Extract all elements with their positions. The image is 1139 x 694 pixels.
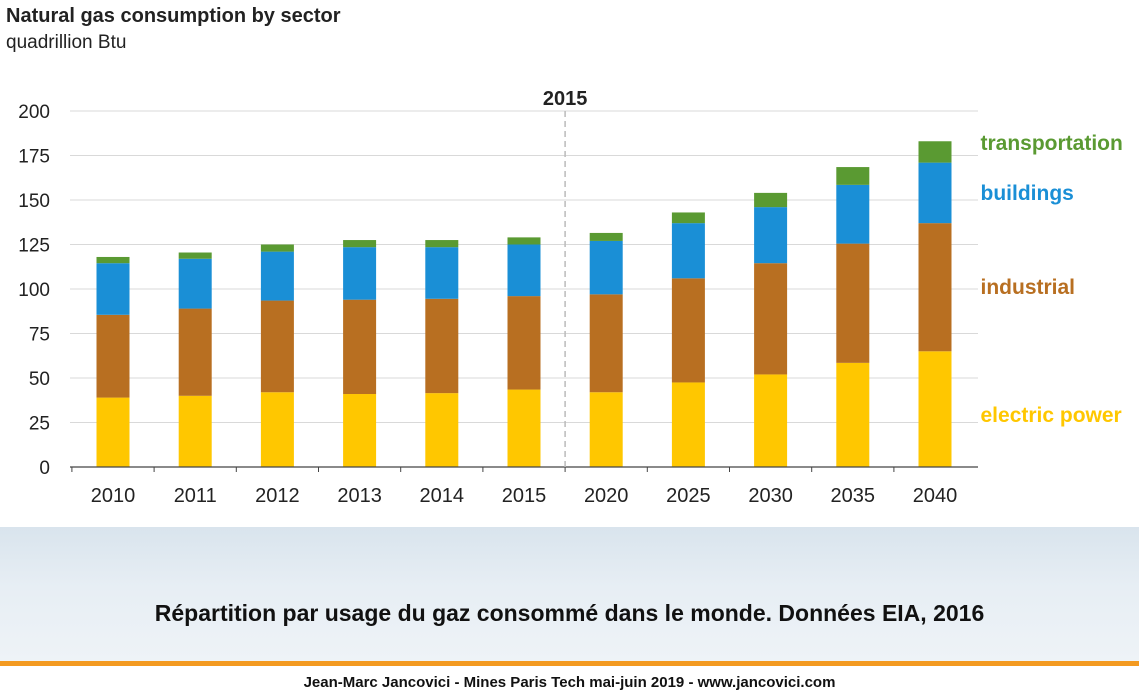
bar-segment-electric-power	[918, 351, 952, 467]
bar-segment-electric-power	[836, 362, 870, 467]
bar-segment-industrial	[260, 300, 294, 393]
bar-segment-transportation	[343, 240, 377, 248]
bar-segment-industrial	[96, 314, 130, 398]
bar-segment-electric-power	[178, 395, 212, 467]
labels: 0 25 50 75 100 125 150 175 200 2010 2011 2012 2013 20…	[18, 88, 1123, 507]
caption-band: Répartition par usage du gaz consommé da…	[0, 527, 1139, 661]
bar-segment-buildings	[507, 244, 541, 297]
chart-title: Natural gas consumption by sector	[6, 5, 341, 27]
bar-segment-industrial	[918, 223, 952, 352]
x-tick-label: 2015	[502, 485, 547, 507]
bar-segment-electric-power	[96, 397, 130, 467]
bar-segment-electric-power	[343, 394, 377, 467]
bar-segment-industrial	[671, 278, 705, 383]
bar-segment-transportation	[260, 244, 294, 252]
y-tick-label: 125	[18, 236, 50, 257]
bar-segment-buildings	[260, 251, 294, 301]
bar-segment-transportation	[507, 237, 541, 245]
x-tick-label: 2035	[831, 485, 876, 507]
bar-segment-electric-power	[589, 392, 623, 467]
divider-label: 2015	[543, 88, 588, 110]
y-tick-label: 75	[29, 325, 50, 346]
caption-text: Répartition par usage du gaz consommé da…	[154, 600, 985, 626]
chart-panel: Natural gas consumption by sector quadri…	[6, 5, 1123, 507]
bar-segment-industrial	[178, 308, 212, 396]
bar-segment-industrial	[343, 299, 377, 395]
bar-segment-buildings	[671, 223, 705, 279]
bar-segment-electric-power	[507, 389, 541, 467]
bar-segment-electric-power	[260, 392, 294, 467]
x-tick-label: 2010	[91, 485, 136, 507]
footer-credit: Jean-Marc Jancovici - Mines Paris Tech m…	[303, 674, 836, 691]
bar-segment-industrial	[754, 263, 788, 375]
legend-label-industrial: industrial	[981, 276, 1076, 299]
bar-segment-electric-power	[425, 393, 459, 467]
bar-segment-buildings	[343, 247, 377, 300]
x-tick-label: 2011	[174, 485, 217, 507]
y-tick-label: 100	[18, 280, 50, 301]
bar-segment-transportation	[425, 240, 459, 248]
bar-segment-buildings	[918, 162, 952, 224]
stacked-bar-chart: 0 25 50 75 100 125 150 175 200 2010 2011 2012 2013 20…	[18, 88, 1123, 507]
y-tick-label: 175	[18, 147, 50, 168]
bar-segment-buildings	[589, 240, 623, 295]
bar-segment-transportation	[178, 252, 212, 259]
bar-segment-industrial	[836, 243, 870, 363]
x-tick-label: 2040	[913, 485, 958, 507]
chart-subtitle: quadrillion Btu	[6, 32, 127, 53]
bar-segment-buildings	[425, 247, 459, 299]
footer-band: Jean-Marc Jancovici - Mines Paris Tech m…	[0, 666, 1139, 694]
bar-segment-transportation	[671, 212, 705, 224]
bar-segment-transportation	[836, 167, 870, 185]
y-tick-label: 150	[18, 191, 50, 212]
y-tick-label: 0	[39, 458, 50, 479]
bar-segment-industrial	[425, 298, 459, 394]
x-tick-label: 2020	[584, 485, 629, 507]
x-tick-label: 2013	[337, 485, 382, 507]
axes	[70, 111, 978, 472]
bar-segment-transportation	[589, 232, 623, 241]
bar-segment-transportation	[918, 141, 952, 163]
bar-segment-transportation	[96, 256, 130, 264]
y-tick-label: 200	[18, 102, 50, 123]
x-tick-label: 2030	[748, 485, 793, 507]
orange-rule	[0, 661, 1139, 666]
bar-segment-transportation	[754, 192, 788, 208]
legend-label-transportation: transportation	[981, 132, 1123, 155]
bars	[96, 141, 952, 467]
bar-segment-buildings	[178, 258, 212, 309]
legend-label-buildings: buildings	[981, 182, 1074, 205]
bar-segment-industrial	[589, 294, 623, 393]
x-tick-label: 2014	[420, 485, 465, 507]
gridlines	[70, 110, 978, 423]
bar-segment-buildings	[754, 207, 788, 264]
bar-segment-buildings	[96, 263, 130, 315]
bar-segment-buildings	[836, 184, 870, 244]
y-tick-label: 50	[29, 369, 50, 390]
y-tick-label: 25	[29, 414, 50, 435]
bar-segment-electric-power	[754, 374, 788, 467]
x-tick-label: 2025	[666, 485, 711, 507]
legend-label-electric-power: electric power	[981, 404, 1122, 427]
bar-segment-electric-power	[671, 382, 705, 467]
x-tick-label: 2012	[255, 485, 300, 507]
bar-segment-industrial	[507, 296, 541, 390]
